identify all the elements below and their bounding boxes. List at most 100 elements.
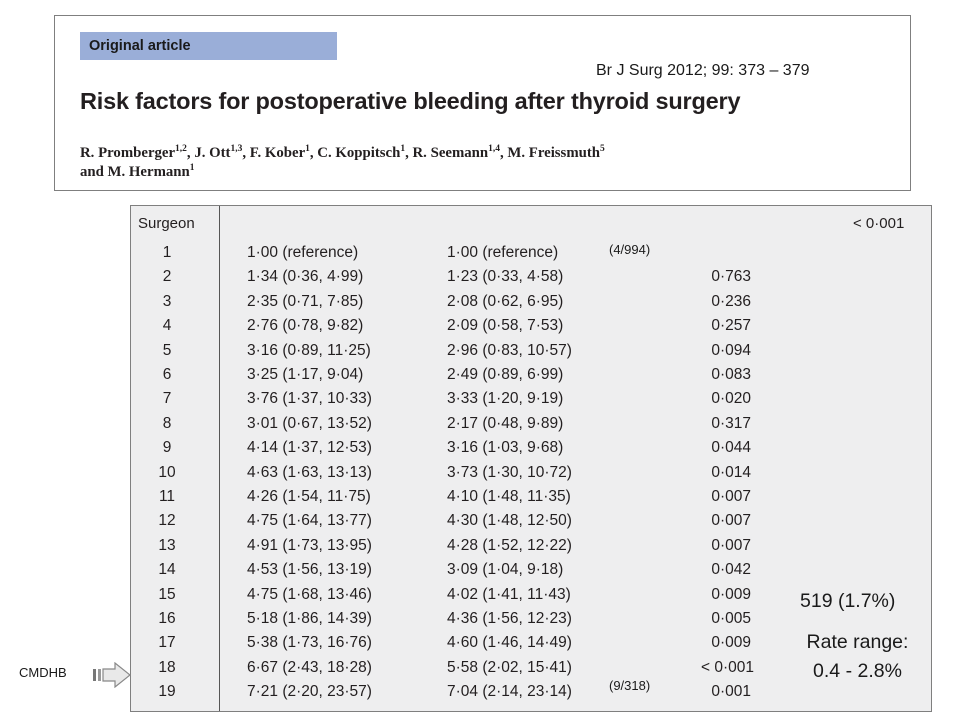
surgeon-number: 12 [158,512,176,530]
odds-ratio-adjusted: 1·23 (0·33, 4·58) [447,268,564,286]
p-value: 0·042 [711,561,751,579]
surgeon-number: 16 [158,610,176,627]
author: M. Freissmuth5 [507,144,605,161]
p-value: 0·020 [711,390,751,408]
odds-ratio-unadjusted: 4·53 (1·56, 13·19) [247,561,372,579]
odds-ratio-adjusted: 4·36 (1·56, 12·23) [447,610,572,627]
odds-ratio-adjusted: 2·08 (0·62, 6·95) [447,292,564,310]
odds-ratio-unadjusted: 3·16 (0·89, 11·25) [247,341,371,359]
surgeon-number: 13 [158,536,176,554]
odds-ratio-unadjusted: 2·76 (0·78, 9·82) [247,317,364,335]
rate-range-label: Rate range: [806,631,909,653]
p-value: 0·009 [711,585,751,603]
odds-ratio-unadjusted: 3·76 (1·37, 10·33) [247,390,372,408]
surgeon-number: 2 [162,268,172,286]
p-value: 0·257 [711,317,751,335]
odds-ratio-adjusted: 3·09 (1·04, 9·18) [447,561,564,579]
odds-ratio-adjusted: 4·60 (1·46, 14·49) [447,634,572,652]
cmdhb-label: CMDHB [19,665,67,680]
p-value: 0·005 [711,610,751,627]
surgeon-number: 8 [162,414,172,432]
table-row: 17 5·38 (1·73, 16·76) 4·60 (1·46, 14·49) 0·… [131,632,931,654]
table-row: 1 1·00 (reference) 1·00 (reference) [131,242,931,264]
odds-ratio-adjusted: 2·09 (0·58, 7·53) [447,317,564,335]
odds-ratio-unadjusted: 4·63 (1·63, 13·13) [247,463,372,481]
p-value: 0·094 [711,341,751,359]
p-value: 0·007 [711,488,751,505]
table-row: 6 3·25 (1·17, 9·04) 2·49 (0·89, 6·99) 0·083 [131,364,931,386]
surgeon-column-header: Surgeon [138,215,195,232]
surgeon-number: 14 [158,561,176,579]
article-type-label: Original article [80,32,337,60]
surgeon-number: 9 [162,439,172,457]
surgeon-number: 6 [162,366,172,383]
odds-ratio-unadjusted: 4·75 (1·68, 13·46) [247,585,372,603]
odds-ratio-adjusted: 2·49 (0·89, 6·99) [447,366,564,383]
p-value: 0·001 [711,683,751,701]
surgeon-number: 10 [158,463,176,481]
table-row: 3 2·35 (0·71, 7·85) 2·08 (0·62, 6·95) 0·236 [131,291,931,313]
odds-ratio-adjusted: 1·00 (reference) [447,244,559,261]
p-value: 0·083 [711,366,751,383]
p-value: 0·007 [711,512,751,530]
surgeon-number: 5 [162,341,172,359]
table-row: 19 7·21 (2·20, 23·57) 7·04 (2·14, 23·14) 0·… [131,681,931,703]
overall-p-value: < 0·001 [853,215,905,232]
surgeon-number: 15 [158,585,176,603]
author: J. Ott1,3, [194,144,250,161]
table-row: 9 4·14 (1·37, 12·53) 3·16 (1·03, 9·68) 0·04… [131,437,931,459]
table-row: 5 3·16 (0·89, 11·25) 2·96 (0·83, 10·57) 0·0… [131,340,931,362]
surgeon-table: Surgeon < 0·001 1 1·00 (reference) 1·00 (r… [130,205,932,712]
p-value: 0·044 [711,439,751,457]
table-row: 4 2·76 (0·78, 9·82) 2·09 (0·58, 7·53) 0·257 [131,315,931,337]
p-value: 0·009 [711,634,751,652]
odds-ratio-unadjusted: 1·00 (reference) [247,244,359,261]
surgeon-number: 7 [162,390,172,408]
odds-ratio-adjusted: 7·04 (2·14, 23·14) [447,683,572,701]
odds-ratio-unadjusted: 4·26 (1·54, 11·75) [247,488,371,505]
odds-ratio-adjusted: 4·10 (1·48, 11·35) [447,488,571,505]
author: and M. Hermann1 [80,163,195,180]
odds-ratio-unadjusted: 4·91 (1·73, 13·95) [247,536,372,554]
table-row: 13 4·91 (1·73, 13·95) 4·28 (1·52, 12·22) 0·… [131,535,931,557]
odds-ratio-unadjusted: 4·14 (1·37, 12·53) [247,439,372,457]
surgeon-number: 1 [162,244,172,261]
author: F. Kober1, [249,144,318,161]
table-row: 2 1·34 (0·36, 4·99) 1·23 (0·33, 4·58) 0·763 [131,266,931,288]
author: R. Promberger1,2, [80,144,195,161]
top-rate-note: (4/994) [609,242,651,257]
surgeon-number: 18 [158,658,176,676]
right-arrow-icon [93,662,131,688]
odds-ratio-adjusted: 2·96 (0·83, 10·57) [447,341,572,359]
surgeon-number: 3 [162,292,172,310]
odds-ratio-adjusted: 2·17 (0·48, 9·89) [447,414,564,432]
bottom-rate-note: (9/318) [609,678,651,693]
surgeon-number: 17 [158,634,176,652]
p-value: 0·763 [711,268,751,286]
surgeon-number: 19 [158,683,176,701]
table-row: 10 4·63 (1·63, 13·13) 3·73 (1·30, 10·72) 0·… [131,462,931,484]
article-title: Risk factors for postoperative bleeding … [80,88,741,114]
odds-ratio-unadjusted: 3·01 (0·67, 13·52) [247,414,372,432]
odds-ratio-unadjusted: 1·34 (0·36, 4·99) [247,268,364,286]
odds-ratio-adjusted: 4·30 (1·48, 12·50) [447,512,572,530]
p-value: 0·317 [711,414,751,432]
author-list: R. Promberger1,2, J. Ott1,3, F. Kober1, … [80,144,820,182]
surgeon-number: 11 [158,488,176,505]
author: R. Seemann1,4, [412,144,508,161]
odds-ratio-adjusted: 4·02 (1·41, 11·43) [447,585,571,603]
table-row: 12 4·75 (1·64, 13·77) 4·30 (1·48, 12·50) 0·… [131,510,931,532]
surgeon-number: 4 [162,317,172,335]
odds-ratio-adjusted: 3·73 (1·30, 10·72) [447,463,572,481]
journal-citation: Br J Surg 2012; 99: 373 – 379 [596,62,810,79]
table-row: 14 4·53 (1·56, 13·19) 3·09 (1·04, 9·18) 0·0… [131,559,931,581]
odds-ratio-unadjusted: 5·38 (1·73, 16·76) [247,634,372,652]
odds-ratio-unadjusted: 2·35 (0·71, 7·85) [247,292,364,310]
odds-ratio-adjusted: 3·33 (1·20, 9·19) [447,390,564,408]
total-bleeding-count: 519 (1.7%) [800,590,896,612]
p-value: 0·007 [711,536,751,554]
odds-ratio-unadjusted: 5·18 (1·86, 14·39) [247,610,372,627]
p-value: 0·236 [711,292,751,310]
table-row: 11 4·26 (1·54, 11·75) 4·10 (1·48, 11·35) 0·… [131,486,931,508]
table-row: 16 5·18 (1·86, 14·39) 4·36 (1·56, 12·23) 0·… [131,608,931,630]
